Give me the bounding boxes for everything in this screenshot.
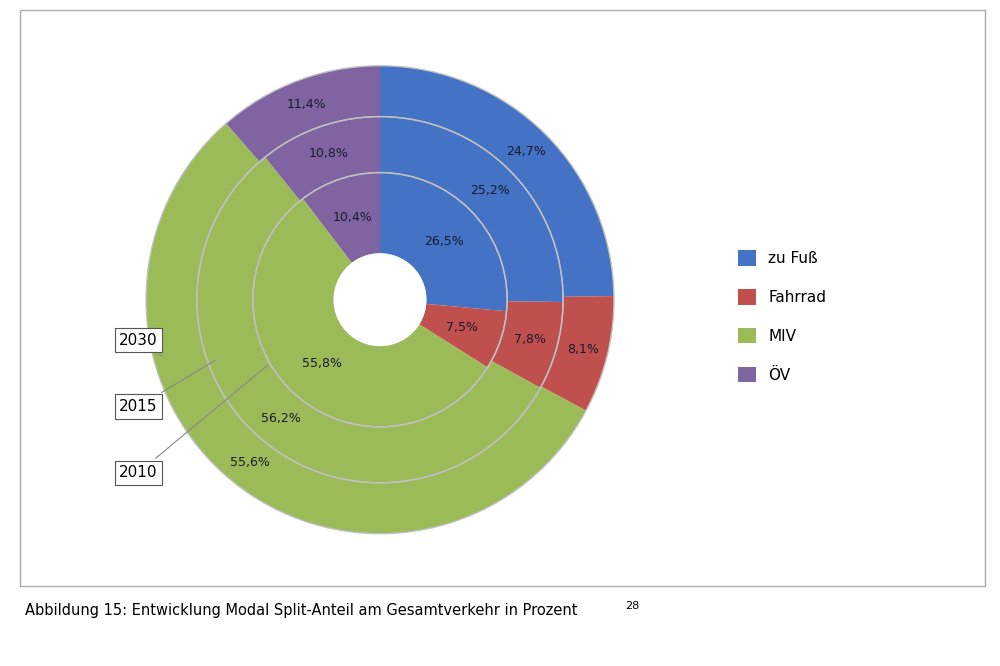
Wedge shape (419, 304, 507, 368)
Text: 2010: 2010 (119, 365, 268, 480)
Text: 28: 28 (625, 601, 639, 611)
Text: 26,5%: 26,5% (424, 235, 464, 248)
Wedge shape (541, 296, 614, 411)
Text: 25,2%: 25,2% (470, 184, 510, 197)
Wedge shape (491, 301, 563, 388)
Wedge shape (380, 66, 614, 297)
Text: 10,8%: 10,8% (308, 147, 348, 160)
Text: 55,8%: 55,8% (302, 357, 342, 370)
Wedge shape (226, 66, 380, 162)
Legend: zu Fuß, Fahrrad, MIV, ÖV: zu Fuß, Fahrrad, MIV, ÖV (738, 250, 826, 383)
Text: 55,6%: 55,6% (230, 456, 270, 469)
Wedge shape (380, 172, 507, 311)
Text: 2015: 2015 (119, 360, 215, 414)
Text: 7,5%: 7,5% (446, 321, 478, 334)
Wedge shape (197, 157, 540, 483)
Text: 24,7%: 24,7% (506, 145, 546, 158)
Text: 7,8%: 7,8% (514, 333, 546, 346)
Wedge shape (146, 123, 586, 533)
Text: 10,4%: 10,4% (332, 211, 372, 224)
Text: 11,4%: 11,4% (287, 98, 327, 111)
Wedge shape (380, 117, 563, 302)
Wedge shape (303, 172, 380, 263)
Wedge shape (253, 198, 488, 427)
Text: 2030: 2030 (119, 333, 162, 356)
Text: Abbildung 15: Entwicklung Modal Split-Anteil am Gesamtverkehr in Prozent: Abbildung 15: Entwicklung Modal Split-An… (25, 603, 578, 618)
Wedge shape (265, 117, 380, 200)
Circle shape (334, 254, 426, 346)
Text: 56,2%: 56,2% (261, 412, 300, 425)
Text: 8,1%: 8,1% (567, 342, 599, 356)
